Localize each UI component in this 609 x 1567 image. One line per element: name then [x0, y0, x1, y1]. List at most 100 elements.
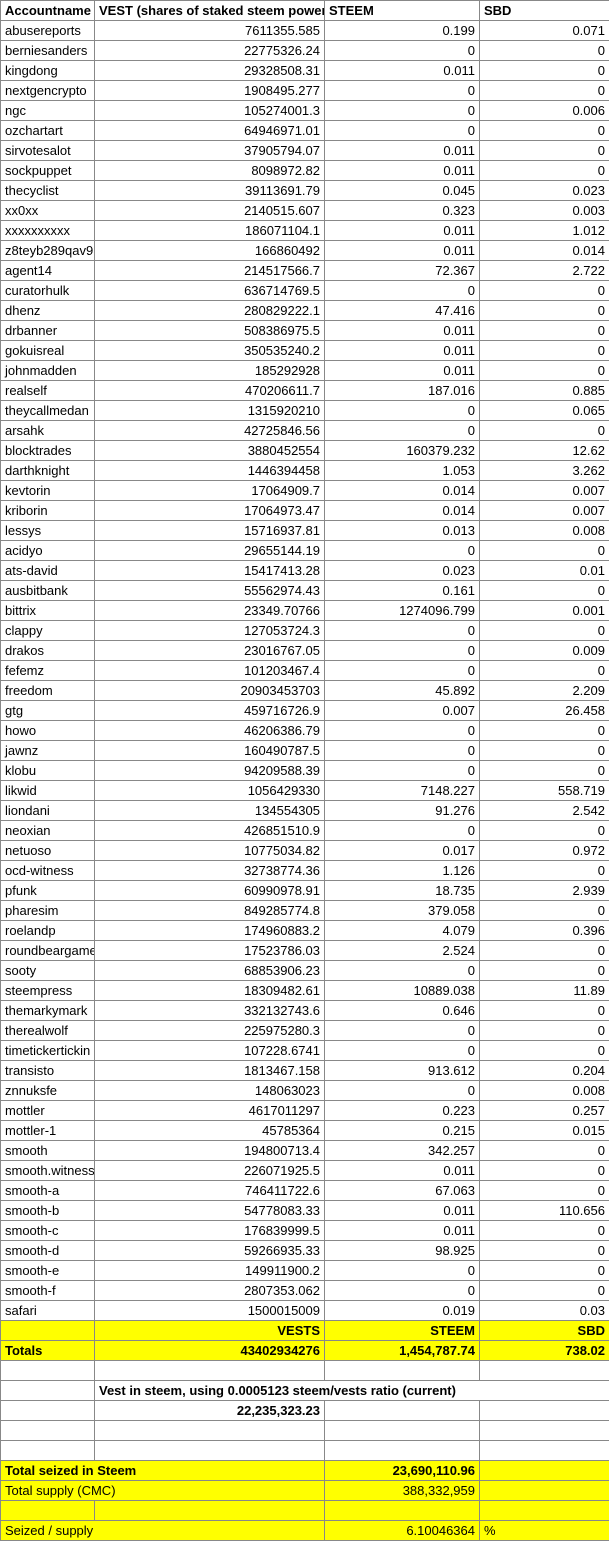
cell-accountname: kevtorin	[1, 481, 95, 501]
cell-vest: 17523786.03	[95, 941, 325, 961]
cell-accountname: dhenz	[1, 301, 95, 321]
cell-accountname: klobu	[1, 761, 95, 781]
cell-steem: 0.011	[325, 321, 480, 341]
cell-sbd: 12.62	[480, 441, 609, 461]
cell-steem: 0	[325, 281, 480, 301]
header-sbd: SBD	[480, 1, 609, 21]
cell-steem: 0	[325, 401, 480, 421]
table-row: smooth-e149911900.200	[1, 1261, 609, 1281]
cell-steem: 0	[325, 761, 480, 781]
cell-sbd: 0	[480, 901, 609, 921]
cell-sbd: 0.007	[480, 501, 609, 521]
cell-accountname: ngc	[1, 101, 95, 121]
cell-steem: 0.011	[325, 341, 480, 361]
table-row: ozchartart64946971.0100	[1, 121, 609, 141]
cell-vest: 174960883.2	[95, 921, 325, 941]
cell-accountname: transisto	[1, 1061, 95, 1081]
cell-steem: 0	[325, 1021, 480, 1041]
blank-row	[1, 1361, 609, 1381]
cell-accountname: timetickertickin	[1, 1041, 95, 1061]
cell-accountname: steempress	[1, 981, 95, 1001]
cell-accountname: pharesim	[1, 901, 95, 921]
cell-accountname: sooty	[1, 961, 95, 981]
cell-accountname: xxxxxxxxxx	[1, 221, 95, 241]
table-row: pharesim849285774.8379.0580	[1, 901, 609, 921]
table-row: drbanner508386975.50.0110	[1, 321, 609, 341]
cell-vest: 226071925.5	[95, 1161, 325, 1181]
cell-steem: 0	[325, 1041, 480, 1061]
cell-accountname: mottler-1	[1, 1121, 95, 1141]
cell-sbd: 0	[480, 141, 609, 161]
cell-vest: 1500015009	[95, 1301, 325, 1321]
cell-accountname: drakos	[1, 641, 95, 661]
totals-vests-label: VESTS	[95, 1321, 325, 1341]
cell-steem: 0	[325, 621, 480, 641]
cell-steem: 0	[325, 961, 480, 981]
cell-sbd: 0.885	[480, 381, 609, 401]
table-row: neoxian426851510.900	[1, 821, 609, 841]
cell-sbd: 0	[480, 1281, 609, 1301]
cell-vest: 3880452554	[95, 441, 325, 461]
cell-vest: 7611355.585	[95, 21, 325, 41]
table-row: drakos23016767.0500.009	[1, 641, 609, 661]
cell-vest: 149911900.2	[95, 1261, 325, 1281]
cell-steem: 2.524	[325, 941, 480, 961]
percent-label: %	[480, 1521, 609, 1541]
table-row: ausbitbank55562974.430.1610	[1, 581, 609, 601]
cell-accountname: curatorhulk	[1, 281, 95, 301]
seized-row: Total seized in Steem 23,690,110.96	[1, 1461, 609, 1481]
cell-sbd: 0	[480, 341, 609, 361]
seized-supply-value: 6.10046364	[325, 1521, 480, 1541]
seized-value: 23,690,110.96	[325, 1461, 480, 1481]
table-row: gtg459716726.90.00726.458	[1, 701, 609, 721]
table-row: curatorhulk636714769.500	[1, 281, 609, 301]
cell-sbd: 0	[480, 961, 609, 981]
totals-vests: 43402934276	[95, 1341, 325, 1361]
cell-accountname: nextgencrypto	[1, 81, 95, 101]
cell-steem: 0	[325, 721, 480, 741]
cell-vest: 23349.70766	[95, 601, 325, 621]
table-row: roundbeargames17523786.032.5240	[1, 941, 609, 961]
cell-steem: 0	[325, 1281, 480, 1301]
cell-steem: 0	[325, 81, 480, 101]
cell-vest: 15716937.81	[95, 521, 325, 541]
cell-accountname: clappy	[1, 621, 95, 641]
cell-vest: 280829222.1	[95, 301, 325, 321]
cell-steem: 0	[325, 101, 480, 121]
table-row: ngc105274001.300.006	[1, 101, 609, 121]
cell-sbd: 110.656	[480, 1201, 609, 1221]
table-row: sirvotesalot37905794.070.0110	[1, 141, 609, 161]
cell-accountname: smooth-d	[1, 1241, 95, 1261]
seized-label: Total seized in Steem	[1, 1461, 325, 1481]
cell-sbd: 2.209	[480, 681, 609, 701]
cell-sbd: 0.065	[480, 401, 609, 421]
table-row: theycallmedan131592021000.065	[1, 401, 609, 421]
table-row: pfunk60990978.9118.7352.939	[1, 881, 609, 901]
cell-vest: 20903453703	[95, 681, 325, 701]
totals-sbd-label: SBD	[480, 1321, 609, 1341]
totals-sbd: 738.02	[480, 1341, 609, 1361]
cell-steem: 7148.227	[325, 781, 480, 801]
cell-sbd: 0.015	[480, 1121, 609, 1141]
cell-vest: 470206611.7	[95, 381, 325, 401]
table-row: znnuksfe14806302300.008	[1, 1081, 609, 1101]
cell-steem: 0.023	[325, 561, 480, 581]
table-row: arsahk42725846.5600	[1, 421, 609, 441]
header-accountname: Accountname	[1, 1, 95, 21]
cell-accountname: z8teyb289qav9	[1, 241, 95, 261]
cell-vest: 1315920210	[95, 401, 325, 421]
balances-table: Accountname VEST (shares of staked steem…	[0, 0, 609, 1541]
cell-sbd: 0	[480, 1001, 609, 1021]
cell-vest: 1056429330	[95, 781, 325, 801]
cell-steem: 0.045	[325, 181, 480, 201]
cell-vest: 350535240.2	[95, 341, 325, 361]
cell-accountname: berniesanders	[1, 41, 95, 61]
table-row: liondani13455430591.2762.542	[1, 801, 609, 821]
table-row: freedom2090345370345.8922.209	[1, 681, 609, 701]
cell-steem: 10889.038	[325, 981, 480, 1001]
table-row: jawnz160490787.500	[1, 741, 609, 761]
cell-steem: 4.079	[325, 921, 480, 941]
table-row: gokuisreal350535240.20.0110	[1, 341, 609, 361]
table-row: kriborin17064973.470.0140.007	[1, 501, 609, 521]
cell-sbd: 11.89	[480, 981, 609, 1001]
